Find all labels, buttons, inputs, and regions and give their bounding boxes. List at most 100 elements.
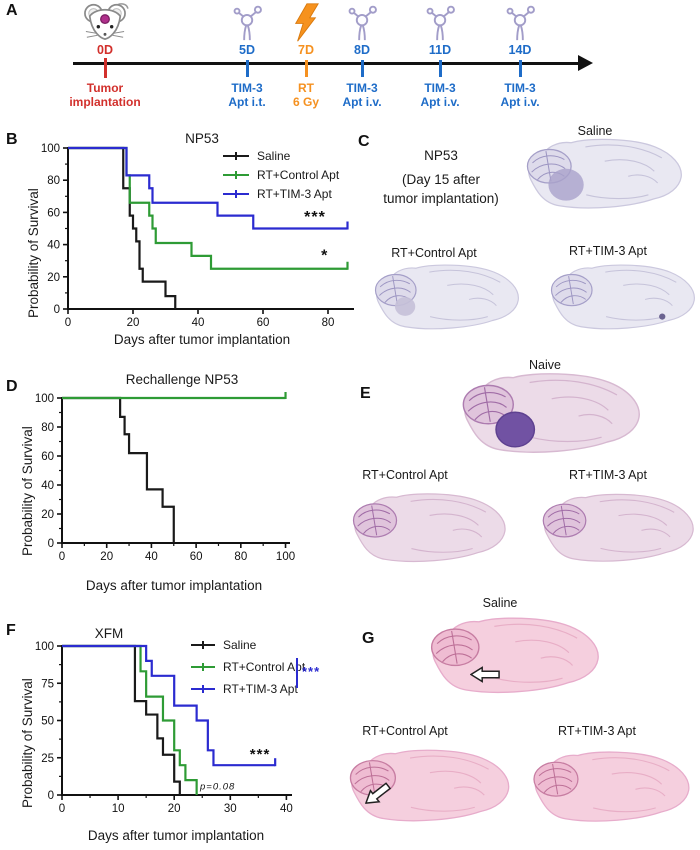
timeline-caption-11: TIM-3 Apt i.v. [420, 81, 460, 109]
svg-text:80: 80 [322, 317, 335, 329]
brain-image-xfm-saline [408, 610, 608, 710]
chart-d-xlabel: Days after tumor implantation [85, 578, 263, 593]
panel-c-context: NP53 (Day 15 after tumor implantation) [383, 148, 499, 206]
svg-text:100: 100 [35, 393, 54, 405]
svg-text:60: 60 [257, 317, 270, 329]
svg-text:20: 20 [41, 509, 54, 521]
tumor-region [495, 411, 536, 448]
panel-label-d: D [6, 378, 18, 395]
lightning-radiotherapy-icon [294, 3, 319, 42]
svg-text:60: 60 [190, 551, 203, 563]
svg-text:60: 60 [47, 207, 60, 219]
significance-stars: *** [302, 664, 321, 679]
timeline-tick [519, 60, 522, 77]
timeline-day-14: 14D [508, 43, 532, 57]
timeline-caption-0: Tumor implantation [69, 81, 141, 109]
brain-caption-control-apt: RT+Control Apt [391, 246, 477, 260]
legend-item-tim3-apt: RT+TIM-3 Apt [222, 184, 339, 203]
svg-text:100: 100 [35, 641, 54, 653]
svg-text:25: 25 [41, 753, 54, 765]
svg-text:***: *** [250, 746, 271, 763]
survival-chart-xfm: 0 10 20 30 40 0 25 50 75 100 *** p=0.08 [35, 641, 293, 815]
brain-caption-naive: Naive [529, 358, 561, 372]
timeline-day-0: 0D [97, 43, 113, 57]
timeline-tick [246, 60, 249, 77]
svg-text:40: 40 [280, 803, 293, 815]
panel-label-c: C [358, 133, 370, 150]
svg-text:0: 0 [59, 551, 65, 563]
panel-label-b: B [6, 131, 18, 148]
timeline-arrowhead-icon [578, 54, 593, 71]
tumor-region [548, 168, 584, 201]
brain-image-he-tim3-apt [522, 488, 700, 576]
timeline-day-7: 7D [298, 43, 314, 57]
brain-image-xfm-control-apt [328, 740, 518, 840]
chart-f-title: XFM [94, 626, 124, 641]
brain-image-np53-saline [498, 136, 698, 220]
brain-image-he-control-apt [332, 486, 514, 578]
svg-text:100: 100 [41, 143, 60, 155]
aptamer-icon [426, 5, 455, 41]
svg-text:75: 75 [41, 678, 54, 690]
chart-d-ylabel: Probability of Survival [20, 426, 35, 556]
tumor-region [394, 297, 416, 316]
brain-image-naive [438, 370, 650, 466]
svg-text:0: 0 [48, 790, 54, 802]
svg-text:0: 0 [65, 317, 71, 329]
timeline-day-11: 11D [428, 43, 452, 57]
timeline-axis [73, 61, 580, 65]
svg-text:40: 40 [192, 317, 205, 329]
brain-caption-saline: Saline [482, 596, 518, 610]
svg-text:50: 50 [41, 716, 54, 728]
chart-f-legend: Saline RT+Control Apt RT+TIM-3 Apt [190, 634, 305, 700]
svg-text:80: 80 [234, 551, 247, 563]
panel-label-g: G [362, 630, 375, 647]
timeline-tick [104, 58, 107, 78]
svg-text:10: 10 [112, 803, 125, 815]
timeline-tick [305, 60, 308, 77]
chart-b-legend: Saline RT+Control Apt RT+TIM-3 Apt [222, 146, 339, 203]
brain-caption-saline: Saline [577, 124, 613, 138]
brain-image-np53-tim3-apt [528, 262, 700, 340]
svg-text:*: * [321, 248, 328, 265]
legend-item-control-apt: RT+Control Apt [190, 656, 305, 678]
legend-item-control-apt: RT+Control Apt [222, 165, 339, 184]
panel-label-f: F [6, 622, 16, 639]
svg-text:40: 40 [145, 551, 158, 563]
timeline-day-5: 5D [239, 43, 255, 57]
svg-text:0: 0 [48, 538, 54, 550]
svg-text:20: 20 [127, 317, 140, 329]
svg-text:***: *** [304, 209, 326, 226]
panel-label-a: A [6, 2, 18, 19]
chart-f-xlabel: Days after tumor implantation [87, 828, 265, 843]
svg-text:40: 40 [47, 240, 60, 252]
chart-f-ylabel: Probability of Survival [20, 678, 35, 808]
legend-item-saline: Saline [190, 634, 305, 656]
brain-image-np53-control-apt [352, 262, 530, 340]
panel-label-e: E [360, 385, 371, 402]
brain-caption-control-apt: RT+Control Apt [362, 724, 448, 738]
timeline-tick [361, 60, 364, 77]
brain-image-xfm-tim3-apt [512, 742, 698, 840]
tumor-dot [100, 14, 110, 25]
svg-text:80: 80 [47, 175, 60, 187]
svg-text:20: 20 [100, 551, 113, 563]
svg-text:p=0.08: p=0.08 [199, 781, 235, 792]
svg-text:80: 80 [41, 422, 54, 434]
chart-d-title: Rechallenge NP53 [125, 372, 239, 387]
brain-caption-tim3-apt: RT+TIM-3 Apt [558, 724, 636, 738]
control-apt-line-key-icon [223, 170, 249, 179]
aptamer-icon [348, 5, 377, 41]
svg-text:20: 20 [47, 272, 60, 284]
aptamer-icon [506, 5, 535, 41]
legend-item-tim3-apt: RT+TIM-3 Apt [190, 678, 305, 700]
aptamer-icon [233, 5, 262, 41]
survival-chart-rechallenge-np53: 0 20 40 60 80 100 0 20 40 60 80 100 [35, 392, 295, 563]
chart-b-title: NP53 [185, 131, 219, 146]
brain-caption-tim3-apt: RT+TIM-3 Apt [569, 468, 647, 482]
legend-item-saline: Saline [222, 146, 339, 165]
svg-text:20: 20 [168, 803, 181, 815]
svg-text:0: 0 [59, 803, 65, 815]
